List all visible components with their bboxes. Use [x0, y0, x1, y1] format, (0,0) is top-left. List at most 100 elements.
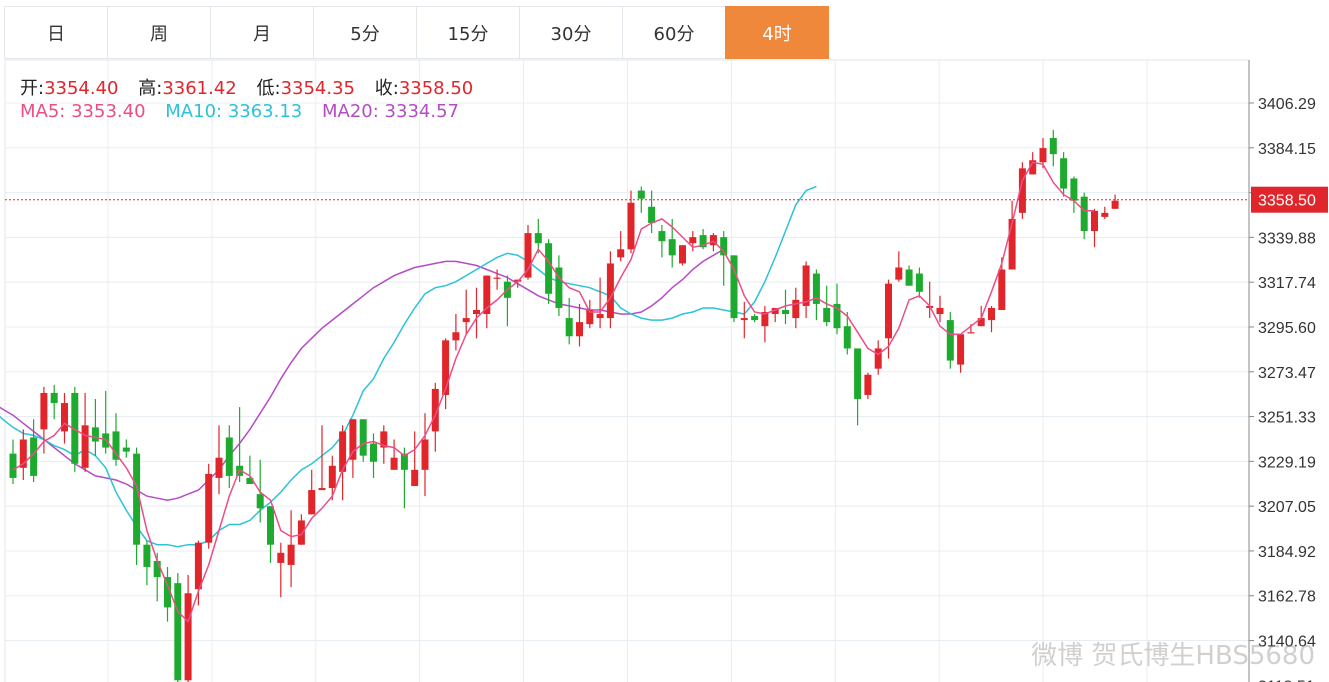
- candle-body: [617, 249, 625, 258]
- candle-body: [328, 465, 336, 489]
- watermark: 微博 贺氏博生HBS5680: [1031, 641, 1315, 671]
- tab-period[interactable]: 4时: [725, 6, 829, 59]
- candle-body: [431, 388, 439, 432]
- candle-body: [1018, 168, 1026, 213]
- high-value: 3361.42: [162, 78, 237, 99]
- price-tick-label: 3207.05: [1258, 499, 1316, 516]
- candle-body: [895, 267, 903, 280]
- candle-body: [112, 431, 120, 460]
- candle-body: [545, 243, 553, 294]
- candle-body: [967, 332, 975, 334]
- candle-body: [689, 237, 697, 244]
- candle-body: [30, 437, 38, 476]
- ma20-value: 3334.57: [384, 101, 459, 122]
- candles: [9, 129, 1119, 682]
- current-price-label: 3358.50: [1258, 193, 1316, 210]
- tab-period[interactable]: 日: [4, 6, 108, 59]
- candle-body: [946, 320, 954, 361]
- current-price-tag: [1251, 186, 1328, 213]
- price-tick-label: 3295.60: [1258, 320, 1316, 337]
- tab-period[interactable]: 周: [107, 6, 211, 59]
- tab-period[interactable]: 5分: [313, 6, 417, 59]
- candle-body: [596, 314, 604, 319]
- candle-body: [1070, 178, 1078, 201]
- candle-body: [81, 425, 89, 468]
- candle-body: [823, 307, 831, 323]
- price-tick-label: 3339.88: [1258, 230, 1316, 247]
- candle-body: [122, 447, 130, 452]
- price-tick-label: 3184.92: [1258, 544, 1316, 561]
- candle-body: [50, 392, 58, 404]
- candle-body: [143, 544, 151, 567]
- candle-body: [267, 506, 274, 545]
- candle-body: [493, 277, 501, 279]
- ma10-line: [0, 185, 817, 548]
- candle-body: [751, 316, 759, 321]
- candle-body: [740, 318, 748, 321]
- candle-body: [534, 233, 542, 244]
- candle-body: [658, 231, 666, 242]
- candle-body: [287, 544, 295, 565]
- candle-body: [71, 392, 79, 464]
- price-tick-label: 3317.74: [1258, 275, 1316, 292]
- candle-body: [370, 443, 377, 462]
- candle-body: [565, 318, 573, 337]
- candle-body: [524, 233, 532, 278]
- candle-body: [277, 552, 285, 563]
- candle-body: [720, 237, 728, 256]
- candle-body: [483, 275, 491, 315]
- candle-body: [400, 453, 408, 470]
- candle-body: [730, 255, 738, 319]
- candle-body: [792, 299, 800, 319]
- candle-body: [854, 348, 862, 400]
- candle-body: [576, 322, 583, 337]
- candle-body: [761, 312, 769, 327]
- candle-body: [421, 439, 429, 470]
- candle-body: [380, 431, 388, 448]
- candle-body: [442, 340, 450, 395]
- candle-body: [1091, 210, 1098, 232]
- candle-body: [874, 348, 882, 369]
- candle-body: [349, 419, 357, 460]
- candle-body: [998, 269, 1006, 310]
- period-tabs: 日周月 5分 15分 30分 60分 4时: [4, 6, 829, 59]
- chart-grid: [4, 59, 1249, 682]
- tab-period[interactable]: 15分: [416, 6, 520, 59]
- candle-body: [133, 453, 141, 545]
- candle-body: [256, 494, 264, 509]
- candle-body: [174, 583, 182, 681]
- candle-body: [843, 326, 851, 349]
- ma-readout: MA5: 3353.40 MA10: 3363.13 MA20: 3334.57: [20, 101, 459, 122]
- price-tick-label: 3251.33: [1258, 410, 1316, 427]
- ohlc-readout: 开:3354.40 高:3361.42 低:3354.35 收:3358.50: [20, 74, 473, 100]
- candle-body: [308, 490, 316, 515]
- candle-body: [318, 488, 326, 491]
- price-tick-label: 3384.15: [1258, 141, 1316, 158]
- candle-body: [411, 469, 419, 487]
- candle-body: [1080, 196, 1088, 232]
- tab-period[interactable]: 60分: [622, 6, 726, 59]
- candle-body: [19, 439, 27, 468]
- tab-period[interactable]: 30分: [519, 6, 623, 59]
- candle-body: [359, 419, 367, 456]
- close-label: 收:: [374, 78, 399, 99]
- ma10-label: MA10:: [165, 101, 223, 122]
- candle-body: [1111, 200, 1119, 209]
- candle-body: [988, 307, 995, 321]
- price-tick-label: 3406.29: [1258, 96, 1316, 113]
- candle-body: [771, 307, 779, 315]
- tab-period[interactable]: 月: [210, 6, 314, 59]
- candle-body: [802, 265, 810, 306]
- high-label: 高:: [138, 78, 163, 99]
- candle-body: [668, 239, 676, 256]
- candle-body: [452, 332, 460, 341]
- candle-body: [555, 267, 563, 308]
- candle-body: [782, 309, 789, 315]
- ma10-value: 3363.13: [227, 101, 303, 122]
- open-label: 开:: [20, 78, 45, 99]
- price-tick-label: 3273.47: [1258, 365, 1316, 382]
- candle-body: [648, 206, 656, 223]
- candle-body: [637, 190, 645, 199]
- price-tick-label: 3162.78: [1258, 589, 1316, 606]
- price-axis: 3406.293384.153362.013339.883317.743295.…: [5, 60, 1328, 682]
